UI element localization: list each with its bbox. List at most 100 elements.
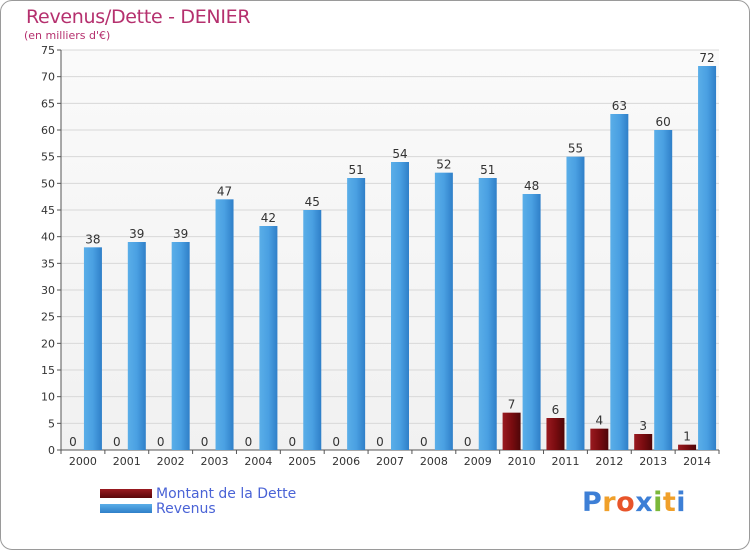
- data-label-dette-2005: 0: [288, 435, 296, 449]
- bar-revenus-2014: [698, 66, 717, 450]
- bar-revenus-2000: [83, 247, 102, 450]
- y-tick-label: 10: [41, 391, 55, 404]
- data-label-revenus-2005: 45: [305, 195, 320, 209]
- chart-title: Revenus/Dette - DENIER: [26, 6, 251, 28]
- bar-revenus-2010: [522, 194, 541, 450]
- data-label-dette-2006: 0: [332, 435, 340, 449]
- y-tick-label: 45: [41, 204, 55, 217]
- x-tick-label: 2002: [157, 455, 185, 468]
- x-tick-label: 2005: [288, 455, 316, 468]
- bar-revenus-2004: [259, 226, 278, 450]
- data-label-dette-2004: 0: [245, 435, 253, 449]
- y-tick-label: 70: [41, 71, 55, 84]
- legend-item-revenus: Revenus: [100, 500, 296, 517]
- x-tick-label: 2009: [464, 455, 492, 468]
- x-tick-label: 2003: [201, 455, 229, 468]
- logo-letter: i: [653, 487, 663, 518]
- y-tick-label: 5: [48, 417, 55, 430]
- x-tick-label: 2007: [376, 455, 404, 468]
- bar-dette-2014: [678, 444, 697, 450]
- data-label-revenus-2006: 51: [348, 163, 363, 177]
- data-label-revenus-2008: 52: [436, 158, 451, 172]
- data-label-revenus-2011: 55: [568, 142, 583, 156]
- data-label-dette-2003: 0: [201, 435, 209, 449]
- y-tick-label: 40: [41, 231, 55, 244]
- bar-dette-2012: [590, 428, 609, 450]
- data-label-dette-2011: 6: [552, 403, 560, 417]
- bar-revenus-2002: [171, 242, 190, 450]
- x-tick-label: 2008: [420, 455, 448, 468]
- bar-revenus-2009: [478, 178, 497, 450]
- x-tick-label: 2001: [113, 455, 141, 468]
- data-label-revenus-2012: 63: [612, 99, 627, 113]
- data-label-dette-2000: 0: [69, 435, 77, 449]
- y-tick-label: 60: [41, 124, 55, 137]
- data-label-dette-2009: 0: [464, 435, 472, 449]
- y-tick-label: 65: [41, 97, 55, 110]
- y-tick-label: 20: [41, 337, 55, 350]
- data-label-dette-2013: 3: [639, 419, 647, 433]
- legend: Montant de la Dette Revenus: [100, 485, 297, 517]
- x-tick-label: 2000: [69, 455, 97, 468]
- bar-revenus-2013: [654, 130, 673, 450]
- bar-revenus-2012: [610, 114, 629, 450]
- data-label-revenus-2000: 38: [85, 232, 100, 246]
- data-label-revenus-2013: 60: [656, 115, 671, 129]
- x-tick-label: 2012: [595, 455, 623, 468]
- data-label-dette-2008: 0: [420, 435, 428, 449]
- bar-dette-2011: [546, 418, 565, 450]
- y-tick-label: 55: [41, 151, 55, 164]
- x-tick-label: 2013: [639, 455, 667, 468]
- x-tick-label: 2004: [244, 455, 272, 468]
- logo-letter: i: [676, 487, 687, 518]
- data-label-revenus-2002: 39: [173, 227, 188, 241]
- y-tick-label: 25: [41, 311, 55, 324]
- bar-revenus-2011: [566, 156, 585, 450]
- chart-subtitle: (en milliers d'€): [24, 29, 111, 42]
- data-label-dette-2014: 1: [683, 430, 691, 444]
- y-tick-label: 50: [41, 177, 55, 190]
- legend-label-dette: Montant de la Dette: [156, 485, 297, 502]
- bar-revenus-2007: [391, 162, 409, 450]
- data-label-revenus-2001: 39: [129, 227, 144, 241]
- logo-letter: x: [635, 487, 654, 518]
- logo-letter: P: [582, 487, 603, 518]
- logo-letter: t: [662, 487, 677, 518]
- y-tick-label: 0: [48, 444, 55, 457]
- bar-revenus-2008: [434, 172, 453, 450]
- x-tick-label: 2006: [332, 455, 360, 468]
- proxiti-logo: Proxiti: [582, 487, 686, 518]
- logo-letter: r: [602, 487, 617, 518]
- data-label-dette-2010: 7: [508, 398, 516, 412]
- data-label-dette-2012: 4: [596, 414, 604, 428]
- y-tick-label: 15: [41, 364, 55, 377]
- bar-revenus-2003: [215, 199, 234, 450]
- legend-swatch-revenus: [100, 504, 152, 513]
- data-label-dette-2007: 0: [376, 435, 384, 449]
- x-tick-label: 2010: [508, 455, 536, 468]
- data-label-revenus-2010: 48: [524, 179, 539, 193]
- data-label-revenus-2003: 47: [217, 184, 232, 198]
- y-tick-label: 35: [41, 257, 55, 270]
- x-tick-label: 2011: [551, 455, 579, 468]
- y-tick-label: 30: [41, 284, 55, 297]
- data-label-dette-2002: 0: [157, 435, 165, 449]
- bar-revenus-2001: [127, 242, 146, 450]
- data-label-revenus-2007: 54: [392, 147, 407, 161]
- x-tick-label: 2014: [683, 455, 711, 468]
- logo-letter: o: [616, 487, 636, 518]
- data-label-dette-2001: 0: [113, 435, 121, 449]
- bar-revenus-2005: [303, 210, 322, 450]
- data-label-revenus-2009: 51: [480, 163, 495, 177]
- y-tick-label: 75: [41, 44, 55, 57]
- data-label-revenus-2004: 42: [261, 211, 276, 225]
- data-label-revenus-2014: 72: [699, 51, 714, 65]
- legend-swatch-dette: [100, 489, 152, 498]
- bar-dette-2010: [502, 412, 521, 450]
- legend-item-dette: Montant de la Dette: [100, 485, 297, 502]
- bar-revenus-2006: [347, 178, 366, 450]
- legend-label-revenus: Revenus: [156, 500, 216, 517]
- bar-dette-2013: [634, 434, 653, 450]
- plot-area: [61, 50, 719, 450]
